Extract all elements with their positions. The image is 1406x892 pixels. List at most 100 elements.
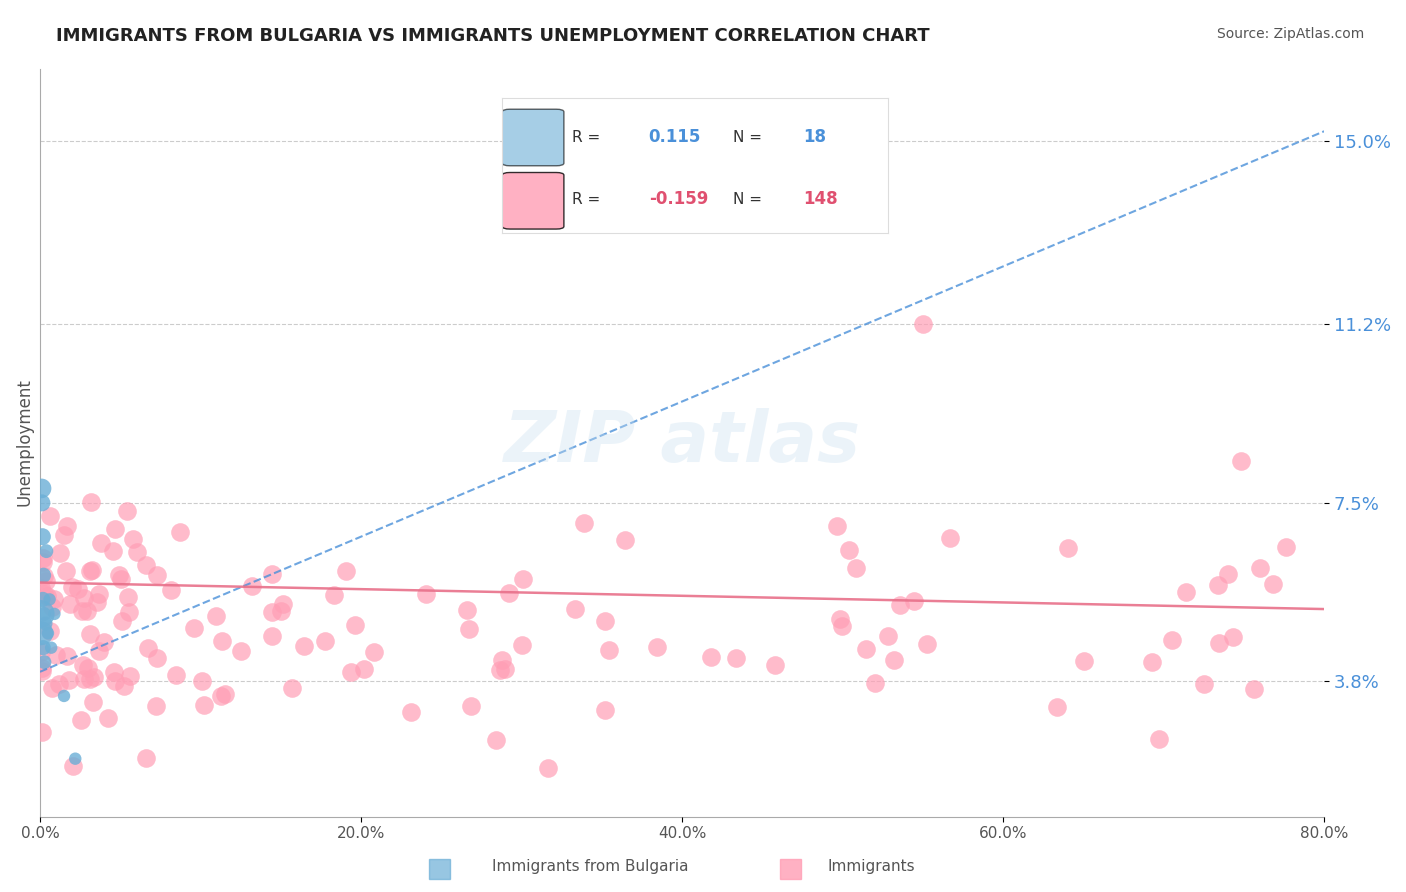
Point [53,689,76,703]
Point [593,614,616,628]
Point [65,752,87,766]
Point [938,531,960,545]
Point [260,605,283,619]
Point [512,573,534,587]
Point [86,595,108,609]
Point [56,649,79,664]
Point [489,663,512,677]
Point [564,602,586,616]
Text: Source: ZipAtlas.com: Source: ZipAtlas.com [1216,27,1364,41]
Point [59,597,82,611]
Point [165,668,187,682]
Point [30,607,52,621]
Point [135,558,157,573]
Point [827,518,849,533]
Text: ZIP atlas: ZIP atlas [503,408,860,477]
Point [363,645,385,659]
Text: IMMIGRANTS FROM BULGARIA VS IMMIGRANTS UNEMPLOYMENT CORRELATION CHART: IMMIGRANTS FROM BULGARIA VS IMMIGRANTS U… [56,27,929,45]
Point [1229,454,1251,468]
Point [79,672,101,686]
Point [183,621,205,635]
Point [35,544,58,558]
Point [87,586,110,600]
Point [193,698,215,712]
Point [889,598,911,612]
Point [89,644,111,658]
Point [90,535,112,549]
Point [58,673,80,687]
Point [31,551,53,566]
Point [30,626,52,640]
Point [335,564,357,578]
Point [292,640,315,654]
Point [911,318,934,332]
Point [48,677,70,691]
Point [598,642,620,657]
Point [1261,577,1284,591]
Point [863,676,886,690]
Point [104,522,127,536]
Point [491,653,513,667]
Point [1174,585,1197,599]
Point [146,568,169,582]
Point [31,661,53,675]
Point [1046,700,1069,714]
Point [82,563,104,577]
Point [613,533,636,548]
Point [32,607,55,621]
Point [510,638,533,652]
Point [32,587,55,601]
Point [111,614,134,628]
Point [121,532,143,546]
Point [1249,561,1271,575]
Point [1192,676,1215,690]
Point [145,698,167,713]
Point [838,542,860,557]
Point [593,703,616,717]
Point [1056,541,1078,555]
Point [41,681,63,695]
Point [31,530,53,544]
Point [231,644,253,658]
Point [60,581,83,595]
Point [1243,681,1265,696]
Point [1208,636,1230,650]
Point [55,518,77,533]
Point [1275,540,1298,554]
Point [49,546,72,560]
Point [32,640,55,655]
Point [271,598,294,612]
Point [855,641,877,656]
Point [117,591,139,605]
Point [73,591,96,605]
Point [214,687,236,701]
Point [70,604,93,618]
Point [537,761,560,775]
Point [725,651,748,665]
Point [110,573,132,587]
Point [127,544,149,558]
Point [458,622,481,636]
Point [82,694,104,708]
Point [30,645,52,659]
Point [828,612,851,626]
Point [494,662,516,676]
Point [70,714,93,728]
Y-axis label: Unemployment: Unemployment [15,378,32,507]
Point [34,616,56,631]
Point [262,629,284,643]
Point [645,640,668,654]
Point [79,564,101,578]
Point [915,637,938,651]
Point [135,751,157,765]
Point [314,634,336,648]
Point [1206,578,1229,592]
Point [118,669,141,683]
Point [903,594,925,608]
Point [1073,654,1095,668]
Point [35,574,58,588]
Point [41,599,63,614]
Point [401,705,423,719]
Point [340,665,363,680]
Point [31,555,53,569]
